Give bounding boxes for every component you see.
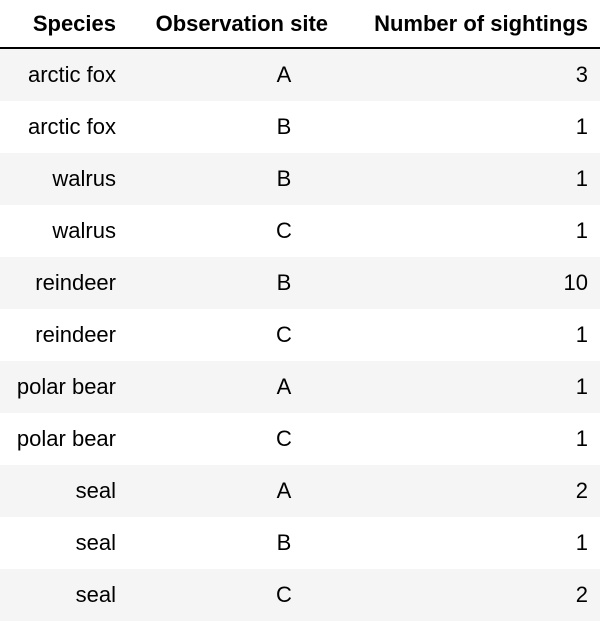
sightings-table-container: Species Observation site Number of sight…	[0, 0, 600, 621]
sightings-count-cell: 1	[575, 374, 588, 399]
header-observation-site: Observation site	[128, 0, 340, 49]
table-row: seal C 2	[0, 569, 600, 621]
observation-site-cell: B	[276, 270, 292, 295]
sightings-count-cell: 1	[575, 114, 588, 139]
species-cell: polar bear	[16, 426, 116, 451]
sightings-count-cell: 1	[575, 322, 588, 347]
sightings-count-cell: 1	[575, 426, 588, 451]
table-row: arctic fox B 1	[0, 101, 600, 153]
table-header: Species Observation site Number of sight…	[0, 0, 600, 49]
table-row: reindeer C 1	[0, 309, 600, 361]
sightings-count-cell: 1	[575, 166, 588, 191]
species-cell: walrus	[52, 218, 116, 243]
species-cell: walrus	[52, 166, 116, 191]
sightings-count-cell: 1	[575, 530, 588, 555]
species-cell: seal	[75, 478, 116, 503]
observation-site-cell: C	[276, 582, 292, 607]
observation-site-cell: A	[276, 62, 292, 87]
table-body: arctic fox A 3 arctic fox B 1 walrus B 1 walrus C 1…	[0, 48, 600, 621]
species-cell: seal	[75, 530, 116, 555]
species-cell: reindeer	[35, 322, 116, 347]
observation-site-cell: C	[276, 426, 292, 451]
species-cell: seal	[75, 582, 116, 607]
table-row: polar bear C 1	[0, 413, 600, 465]
sightings-count-cell: 2	[575, 582, 588, 607]
observation-site-cell: A	[276, 478, 292, 503]
sightings-count-cell: 1	[575, 218, 588, 243]
table-row: walrus C 1	[0, 205, 600, 257]
table-row: arctic fox A 3	[0, 48, 600, 101]
table-row: seal A 2	[0, 465, 600, 517]
table-row: reindeer B 10	[0, 257, 600, 309]
table-row: seal B 1	[0, 517, 600, 569]
sightings-count-cell: 2	[575, 478, 588, 503]
sightings-count-cell: 3	[575, 62, 588, 87]
observation-site-cell: C	[276, 322, 292, 347]
header-number-of-sightings: Number of sightings	[340, 0, 600, 49]
species-cell: reindeer	[35, 270, 116, 295]
header-species: Species	[0, 0, 128, 49]
observation-site-cell: A	[276, 374, 292, 399]
table-row: polar bear A 1	[0, 361, 600, 413]
observation-site-cell: B	[276, 530, 292, 555]
sightings-table: Species Observation site Number of sight…	[0, 0, 600, 621]
observation-site-cell: C	[276, 218, 292, 243]
observation-site-cell: B	[276, 114, 292, 139]
species-cell: arctic fox	[27, 62, 116, 87]
observation-site-cell: B	[276, 166, 292, 191]
sightings-count-cell: 10	[563, 270, 588, 295]
header-row: Species Observation site Number of sight…	[0, 0, 600, 49]
table-row: walrus B 1	[0, 153, 600, 205]
species-cell: polar bear	[16, 374, 116, 399]
species-cell: arctic fox	[27, 114, 116, 139]
